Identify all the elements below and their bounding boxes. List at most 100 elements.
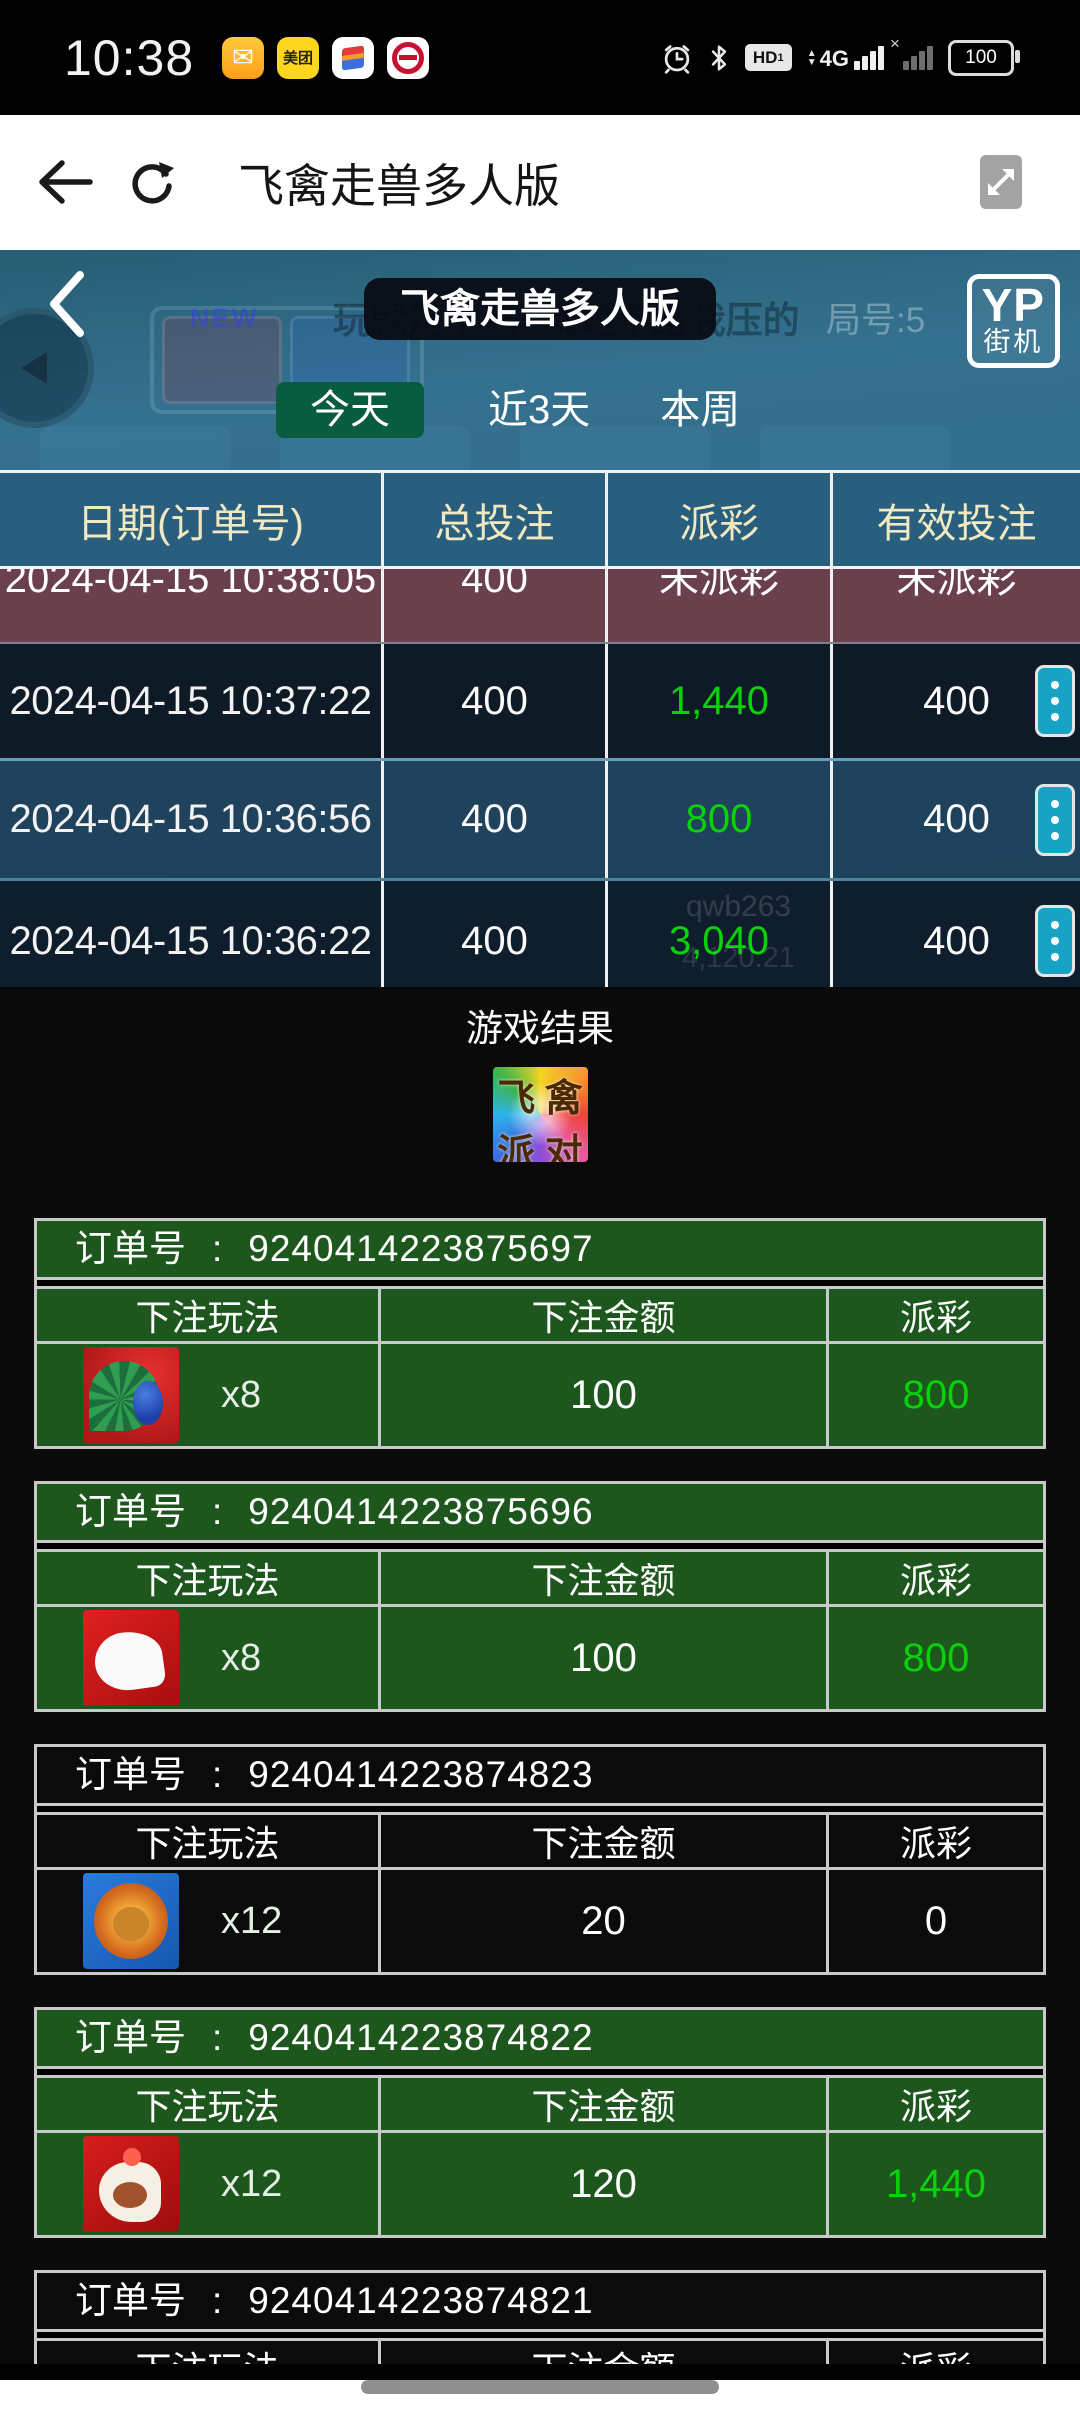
meituan-label: 美团 [282,50,313,67]
divider [37,2332,1043,2341]
yp-arcade-logo: YP 街机 [966,274,1060,368]
col-header-payout: 派彩 [608,473,833,566]
network-type-label: 4G [819,45,849,71]
order-list: 订单号:9240414223875697 下注玩法 下注金额 派彩 x8 100… [0,1218,1080,2364]
order-detail-table: 订单号:9240414223875697 下注玩法 下注金额 派彩 x8 100… [34,1218,1046,1449]
bluetooth-icon [711,44,726,71]
order-data-row: x12 20 0 [37,1870,1043,1972]
game-title-pill: 飞禽走兽多人版 [364,278,716,340]
order-payout: 800 [902,1372,970,1417]
data-arrows-icon: ▲ ▼ [806,47,817,68]
fullscreen-button[interactable] [980,155,1022,209]
order-detail-table: 订单号:9240414223874822 下注玩法 下注金额 派彩 x12 12… [34,2007,1046,2238]
bet-amount: 20 [581,1898,626,1943]
bet-multiplier: x8 [221,1636,262,1679]
order-number-row: 订单号:9240414223874822 [37,2010,1043,2069]
signal-bars-icon [854,45,884,70]
row-payout: 3,040 [668,918,770,963]
clipped-bet: 400 [461,569,528,601]
game-back-button[interactable] [46,270,86,338]
order-number-value: 9240414223875696 [248,1491,594,1532]
signal-bars-empty-icon [903,45,933,70]
order-number-label: 订单号 [75,2280,186,2321]
home-indicator[interactable] [361,2380,719,2394]
tab-last-3-days[interactable]: 近3天 [488,388,591,432]
bank-app-icon [387,36,429,79]
bank-ring-icon [392,41,424,74]
browser-toolbar: 飞禽走兽多人版 [0,115,1080,250]
expand-arrows-icon [988,169,1014,195]
table-row: 2024-04-15 10:36:22 400 3,040 400 [0,878,1080,987]
order-number-label: 订单号 [75,1754,186,1795]
date-filter-tabs: 今天 近3天 本周 [276,382,746,438]
clock-time: 10:38 [64,29,195,86]
clipped-valid: 未派彩 [896,569,1017,601]
animal-image [83,1610,179,1706]
tab-this-week[interactable]: 本周 [660,388,741,432]
notification-icons: ✉ 美团 [222,36,429,79]
hd-label: HD [752,47,778,67]
order-columns-row: 下注玩法 下注金额 派彩 [37,1289,1043,1344]
row-payout: 800 [685,797,753,841]
row-bet: 400 [461,678,528,723]
meituan-app-icon: 美团 [277,36,319,79]
row-valid-bet: 400 [923,678,990,723]
col-header-date: 日期(订单号) [0,473,384,566]
order-number-label: 订单号 [75,2017,186,2058]
order-number-value: 9240414223874821 [248,2280,594,2321]
row-date: 2024-04-15 10:36:22 [9,918,372,963]
divider [37,1543,1043,1552]
col-payout: 派彩 [829,2341,1043,2364]
alarm-icon [664,44,689,74]
row-bet: 400 [461,797,528,841]
row-menu-button[interactable] [1035,905,1075,977]
col-payout: 派彩 [899,2086,972,2127]
battery-icon: 100 [948,39,1020,76]
order-columns-row: 下注玩法 下注金额 派彩 [37,1815,1043,1870]
logo-top-label: YP [981,279,1045,331]
order-detail-table: 订单号:9240414223875696 下注玩法 下注金额 派彩 x8 100… [34,1481,1046,1712]
order-number-row: 订单号:9240414223875696 [37,1484,1043,1543]
order-number-value: 9240414223874822 [248,2017,594,2058]
order-payout: 800 [902,1635,970,1680]
col-bet-type: 下注玩法 [37,1815,381,1867]
order-number-value: 9240414223874823 [248,1754,594,1795]
animal-image [83,1873,179,1969]
animal-image [83,1347,179,1443]
row-bet: 400 [461,918,528,963]
col-bet-type: 下注玩法 [37,1289,381,1341]
back-button[interactable] [34,157,96,207]
col-payout: 派彩 [899,1560,972,1601]
row-menu-button[interactable] [1035,783,1075,856]
col-bet-amount: 下注金额 [381,1289,829,1341]
order-payout: 1,440 [885,2161,987,2206]
row-menu-button[interactable] [1035,665,1075,737]
order-payout: 0 [924,1898,948,1943]
clipped-date: 2024-04-15 10:38:05 [4,569,377,601]
col-bet-amount: 下注金额 [381,2078,829,2130]
page-title: 飞禽走兽多人版 [238,159,560,212]
table-header-row: 日期(订单号) 总投注 派彩 有效投注 [0,470,1080,569]
bet-multiplier: x12 [221,1899,283,1942]
game-results-section: 游戏结果 飞 禽 派 对 订单号:9240414223875697 下注玩法 下… [0,987,1080,2364]
col-bet-type: 下注玩法 [37,2078,381,2130]
order-detail-table: 订单号:9240414223874821 下注玩法 下注金额 派彩 [34,2270,1046,2364]
animal-image [83,2136,179,2232]
col-bet-amount: 下注金额 [381,1815,829,1867]
no-signal-x: × [890,33,900,53]
signal-4g-icon: ▲ ▼ 4G [806,45,884,71]
divider [37,2069,1043,2078]
status-icons: HD 1 ▲ ▼ 4G × 100 [661,34,1020,76]
tab-today[interactable]: 今天 [276,382,424,438]
order-data-row: x12 120 1,440 [37,2133,1043,2235]
order-number-label: 订单号 [75,1491,186,1532]
battery-level: 100 [965,46,997,68]
refresh-button[interactable] [128,159,176,207]
col-bet-amount: 下注金额 [381,1552,829,1604]
order-data-row: x8 100 800 [37,1344,1043,1446]
bet-multiplier: x12 [221,2162,283,2205]
col-bet-amount: 下注金额 [381,2341,829,2364]
order-number-row: 订单号:9240414223874823 [37,1747,1043,1806]
bet-history-table: 日期(订单号) 总投注 派彩 有效投注 2024-04-15 10:38:05 … [0,470,1080,987]
